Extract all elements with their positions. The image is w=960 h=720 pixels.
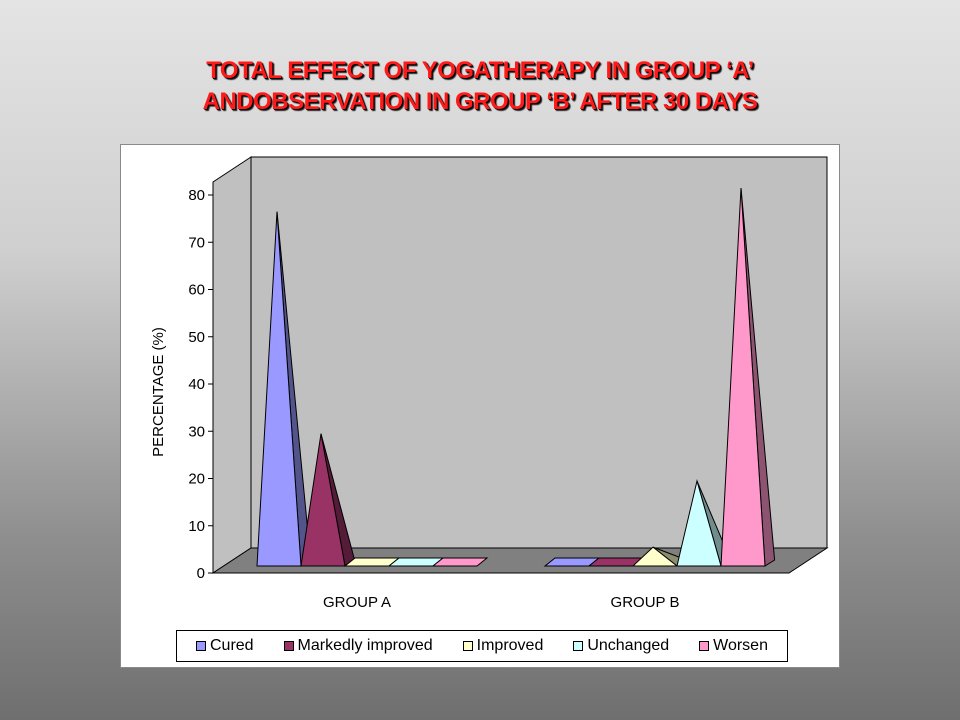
legend-item: Cured: [195, 637, 254, 655]
side-wall: [212, 156, 252, 574]
y-axis-title: PERCENTAGE (%): [150, 327, 167, 457]
x-category-label: GROUP B: [611, 594, 680, 611]
chart-bar: [720, 187, 766, 567]
legend-label: Unchanged: [587, 637, 670, 654]
legend-label: Cured: [209, 637, 254, 654]
legend-swatch: [699, 641, 710, 651]
chart-bar: [256, 211, 302, 567]
chart-area: 0 10 20 30 40 50 60 70 80 PERCENTAGE (%) GROUP A GR…: [120, 144, 840, 668]
y-tick-label: 70: [188, 234, 205, 251]
chart-plot: 0 10 20 30 40 50 60 70 80 PERCENTAGE (%) GROUP A GR…: [150, 156, 829, 611]
y-tick-label: 80: [188, 187, 205, 204]
legend-swatch: [195, 641, 206, 651]
title-line-2: ANDOBSERVATION IN GROUP ‘B’ AFTER 30 DAY…: [202, 88, 758, 115]
legend-swatch: [462, 641, 473, 651]
y-tick-label: 20: [188, 471, 205, 488]
y-tick-label: 40: [188, 376, 205, 393]
legend-item: Worsen: [699, 637, 768, 655]
y-tick-label: 60: [188, 282, 205, 299]
legend-item: Improved: [462, 637, 544, 655]
y-tick-label: 30: [188, 423, 205, 440]
chart-bar: [676, 478, 722, 567]
title-line-1: TOTAL EFFECT OF YOGATHERAPY IN GROUP ‘A’: [206, 57, 754, 84]
legend-swatch: [283, 641, 294, 651]
x-category-label: GROUP A: [323, 594, 391, 611]
chart-bar: [431, 557, 489, 567]
legend-label: Worsen: [713, 637, 768, 654]
chart-bar: [631, 546, 679, 567]
legend-item: Markedly improved: [283, 637, 433, 655]
legend-item: Unchanged: [573, 637, 669, 655]
chart-bar: [300, 433, 346, 567]
slide-title: TOTAL EFFECT OF YOGATHERAPY IN GROUP ‘A’…: [0, 55, 960, 117]
y-tick-label: 50: [188, 329, 205, 346]
legend-swatch: [573, 641, 584, 651]
chart-legend: Cured Markedly improved Improved Unchanged W…: [176, 630, 788, 662]
legend-label: Markedly improved: [297, 637, 433, 654]
y-tick-label: 10: [188, 518, 205, 535]
legend-label: Improved: [476, 637, 544, 654]
y-tick-label: 0: [197, 565, 205, 582]
